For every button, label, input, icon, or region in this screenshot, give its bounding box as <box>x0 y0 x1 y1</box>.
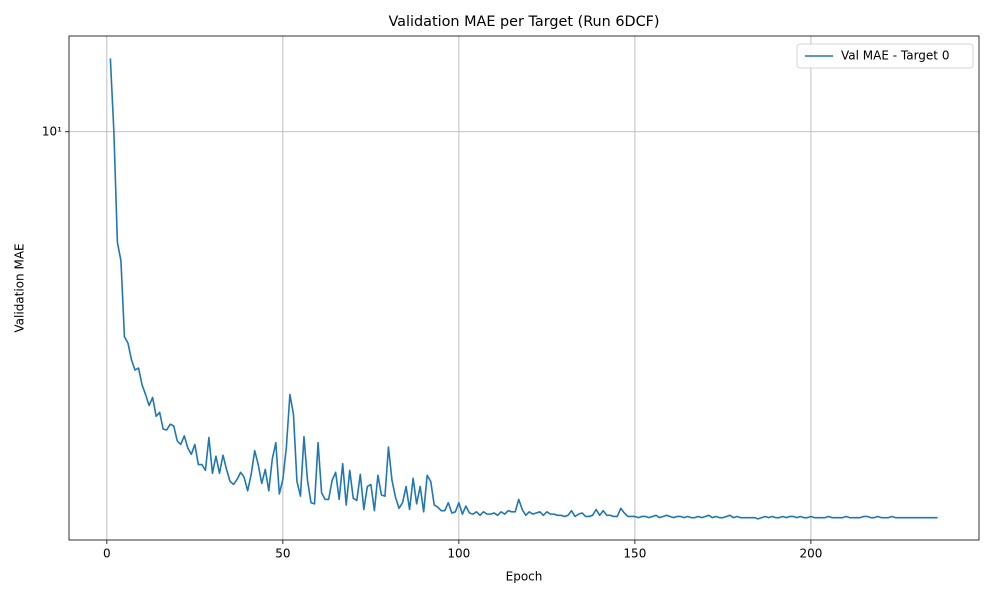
x-tick-label: 150 <box>623 547 646 561</box>
x-tick-label: 100 <box>447 547 470 561</box>
legend-label: Val MAE - Target 0 <box>841 49 949 63</box>
x-tick-label: 0 <box>103 547 111 561</box>
plot <box>109 58 938 520</box>
y-axis-label: Validation MAE <box>13 243 27 332</box>
x-tick-label: 50 <box>275 547 290 561</box>
line-series <box>109 58 938 520</box>
chart-title: Validation MAE per Target (Run 6DCF) <box>388 14 659 30</box>
axes-frame <box>68 35 980 541</box>
legend-box <box>796 43 974 69</box>
legend: Val MAE - Target 0 <box>796 43 974 69</box>
y-tick-label: 10¹ <box>42 124 62 138</box>
x-tick-label: 200 <box>799 547 822 561</box>
x-axis-label: Epoch <box>506 570 543 584</box>
grid <box>69 36 979 540</box>
